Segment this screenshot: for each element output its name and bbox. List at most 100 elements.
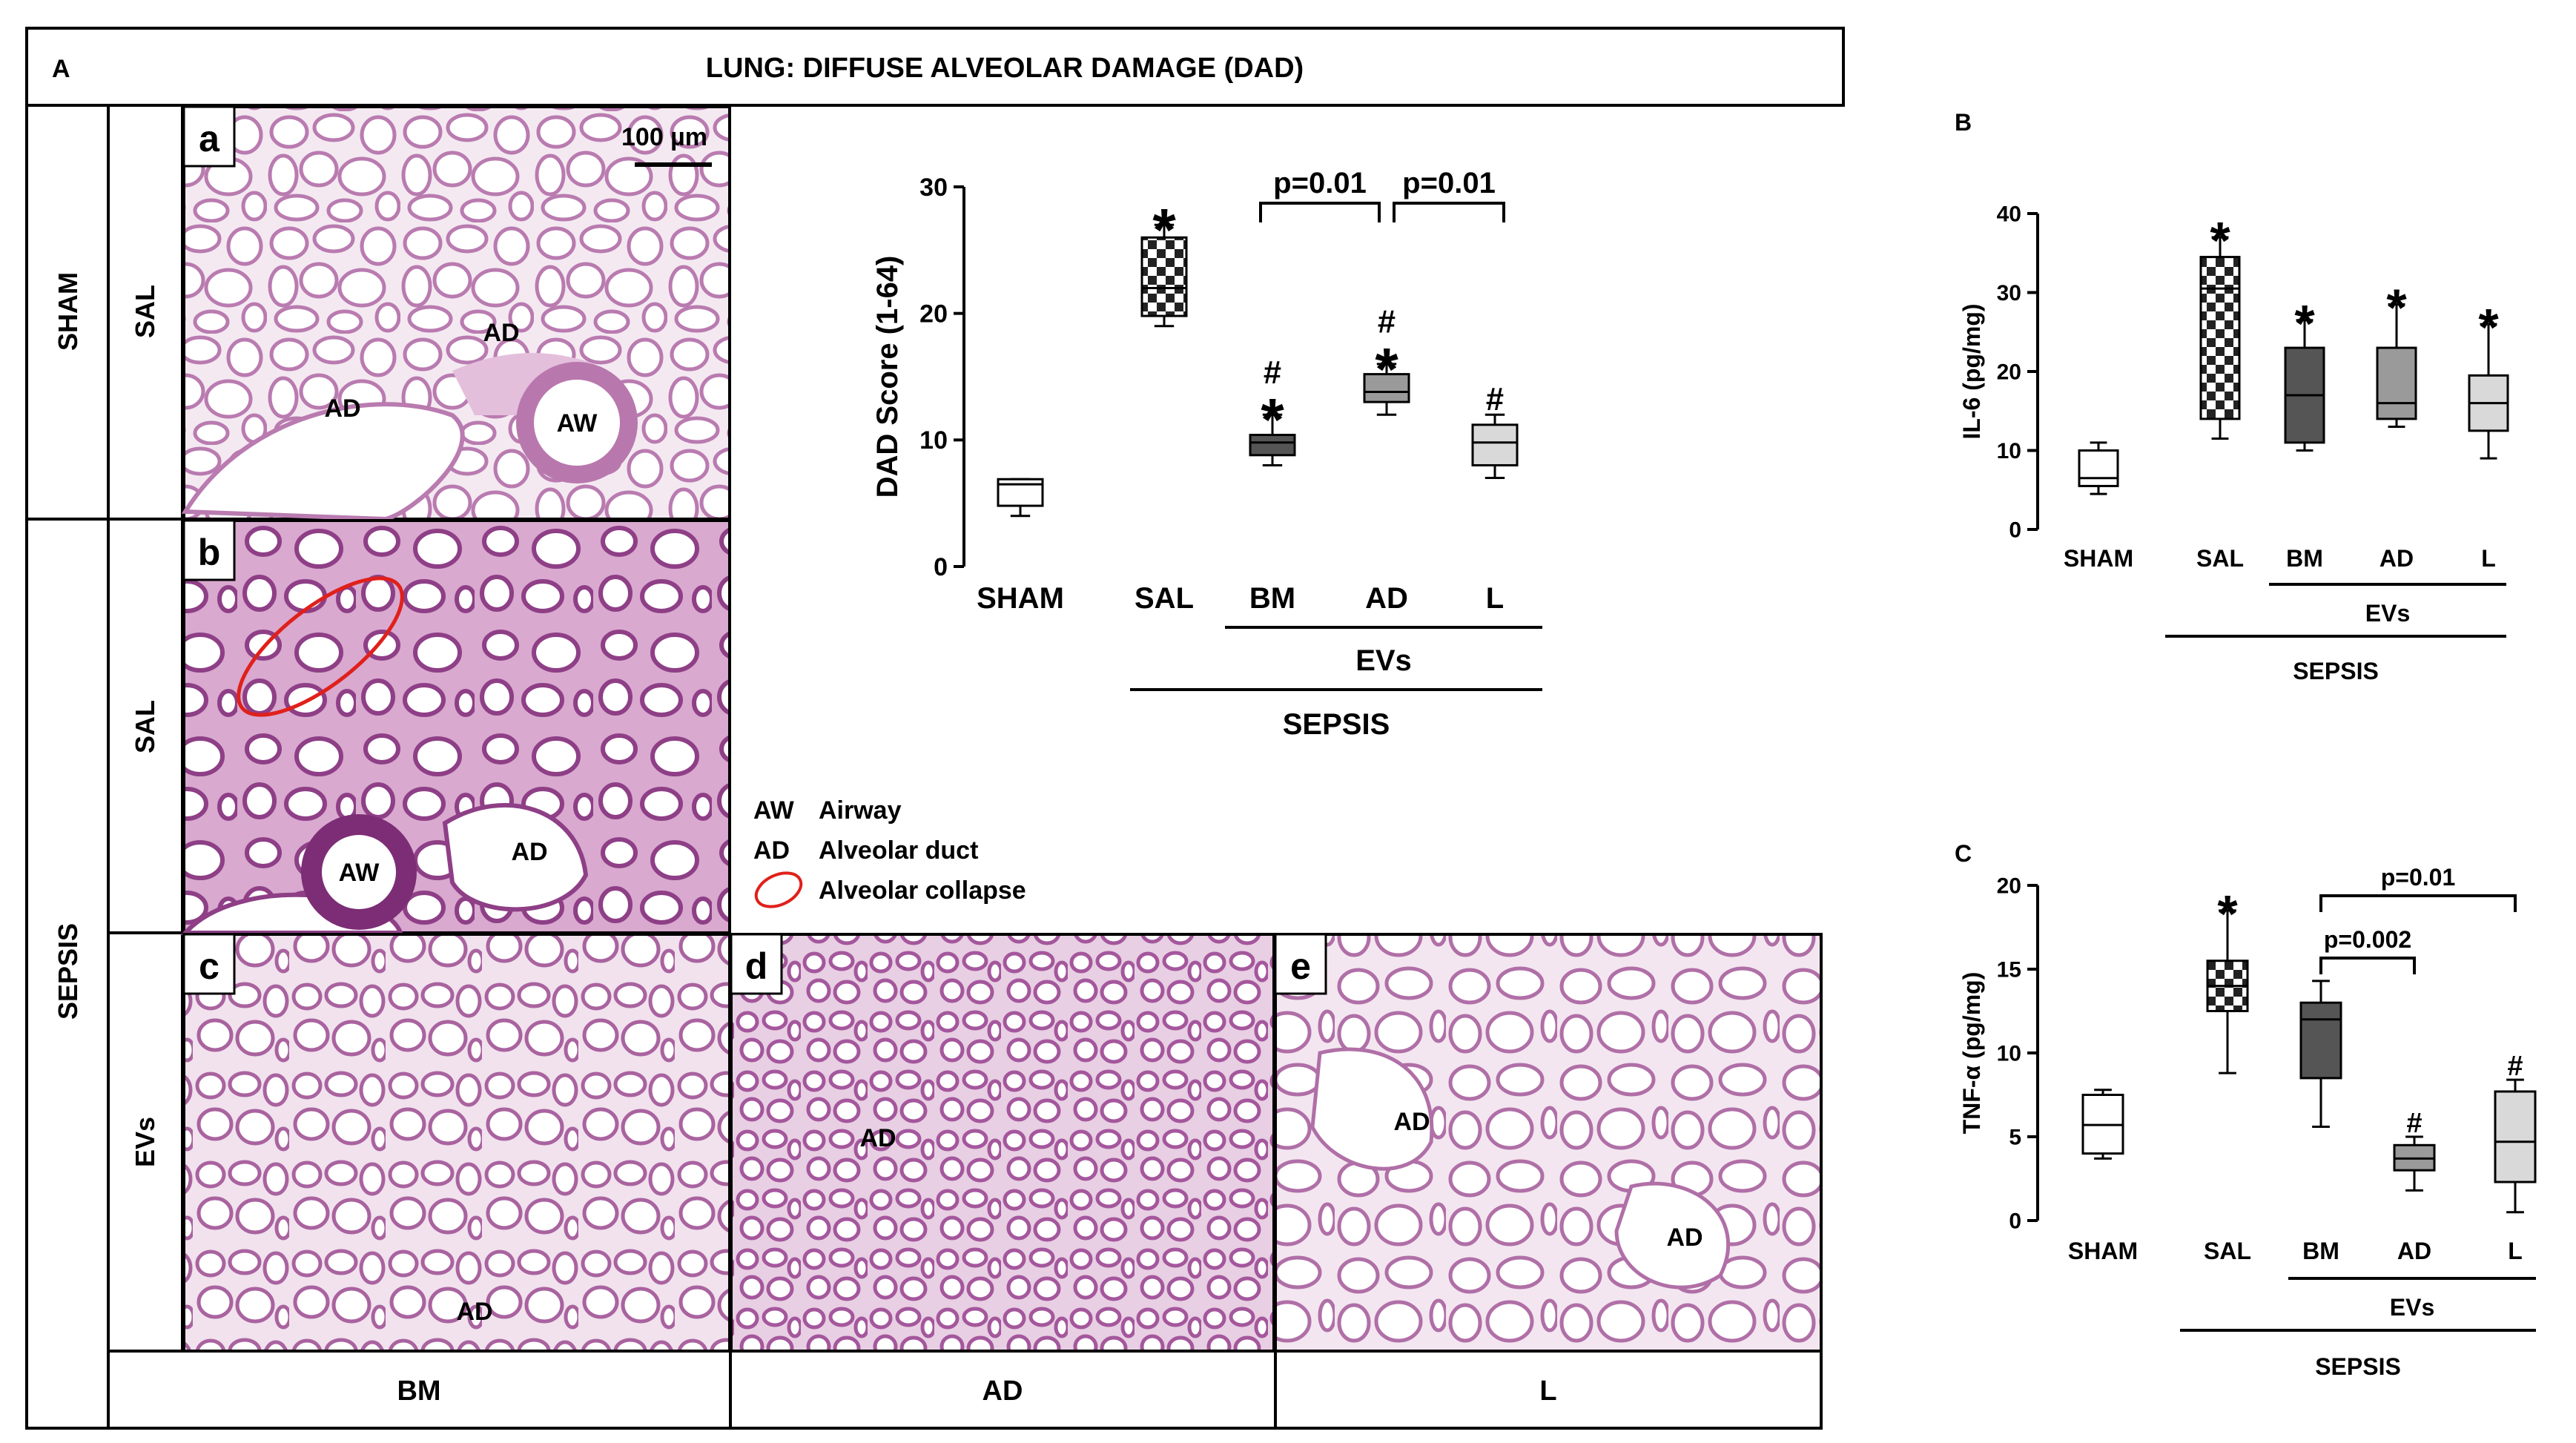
micrograph-a: a 100 µm AD AD AW <box>181 105 731 522</box>
chart-il6: 0 10 20 30 40 IL-6 (pg/mg) SHAM * SAL * BM * AD * L EVs… <box>1958 202 2509 684</box>
significance-hash: # <box>1264 355 1281 391</box>
significance-hash: # <box>2406 1108 2422 1139</box>
sub-row-label-sepsis-sal: SAL <box>130 700 160 753</box>
significance-star: * <box>1152 197 1176 264</box>
y-tick-label: 0 <box>2009 1209 2021 1234</box>
legend: AW Airway AD Alveolar duct Alveolar coll… <box>753 796 1026 908</box>
x-tick-label: SAL <box>2196 545 2244 572</box>
significance-star: * <box>2478 298 2499 357</box>
y-tick-label: 30 <box>919 174 948 202</box>
box-ad <box>1363 373 1410 403</box>
group-label-sepsis: SEPSIS <box>2293 658 2379 684</box>
micrograph-b: b AW AD <box>180 519 731 935</box>
box-sal <box>1140 236 1188 317</box>
micrograph-a-label-3: AW <box>557 409 598 437</box>
x-tick-label: BM <box>2302 1238 2339 1264</box>
legend-abbr-aw: AW <box>753 796 795 825</box>
comparison-bracket <box>1259 202 1381 222</box>
micrograph-a-label-1: AD <box>324 394 360 423</box>
row-label-sham: SHAM <box>53 272 83 351</box>
panel-c-letter: C <box>1955 840 1972 867</box>
x-tick-label: BM <box>1249 582 1295 615</box>
x-tick-label: L <box>1486 582 1504 615</box>
x-tick-label: SAL <box>1135 582 1194 615</box>
comparison-bracket <box>1393 202 1505 222</box>
box-ad <box>2376 346 2417 420</box>
significance-star: * <box>2217 885 2238 943</box>
significance-star: * <box>2386 278 2407 337</box>
legend-text-airway: Airway <box>819 796 902 825</box>
x-tick-label: SHAM <box>977 582 1064 615</box>
panel-a-title: LUNG: DIFFUSE ALVEOLAR DAMAGE (DAD) <box>706 53 1304 84</box>
y-axis-label: IL-6 (pg/mg) <box>1958 303 1985 439</box>
y-tick-label: 15 <box>1997 958 2021 983</box>
sub-row-label-sham-sal: SAL <box>130 285 160 338</box>
micrograph-e-label-2: AD <box>1666 1224 1703 1252</box>
box-bm <box>1249 434 1296 457</box>
y-tick-label: 40 <box>1997 202 2021 227</box>
comparison-bracket <box>2319 894 2517 912</box>
micrograph-d: d AD <box>730 933 1275 1353</box>
micrograph-c-letter: c <box>199 945 219 987</box>
significance-hash: # <box>1378 305 1396 340</box>
micrograph-a-letter: a <box>199 118 220 159</box>
comparison-p-value: p=0.01 <box>1402 167 1496 199</box>
x-tick-label: AD <box>2397 1238 2431 1264</box>
row-label-sepsis: SEPSIS <box>53 923 83 1020</box>
significance-hash: # <box>1486 382 1504 417</box>
y-tick-label: 5 <box>2009 1126 2021 1150</box>
legend-text-alveolar-collapse: Alveolar collapse <box>819 876 1026 905</box>
y-tick-label: 20 <box>1997 874 2021 899</box>
y-tick-label: 0 <box>2009 518 2021 543</box>
micrograph-a-label-2: AD <box>483 319 519 347</box>
scale-bar-label: 100 µm <box>621 123 707 151</box>
y-tick-label: 10 <box>919 426 948 455</box>
micrograph-c-label-1: AD <box>456 1298 492 1326</box>
column-label-bm: BM <box>397 1376 440 1407</box>
x-tick-label: SHAM <box>2068 1238 2138 1264</box>
y-tick-label: 10 <box>1997 439 2021 463</box>
x-tick-label: L <box>2481 545 2496 572</box>
x-tick-label: BM <box>2286 545 2323 572</box>
group-label-sepsis: SEPSIS <box>2315 1353 2401 1380</box>
comparison-p-value: p=0.01 <box>1273 167 1367 199</box>
x-tick-label: L <box>2508 1238 2523 1264</box>
y-tick-label: 30 <box>1997 281 2021 306</box>
y-tick-label: 20 <box>919 300 948 328</box>
y-tick-label: 20 <box>1997 360 2021 385</box>
significance-star: * <box>2210 211 2230 270</box>
panel-a-letter: A <box>52 55 70 83</box>
box-sal <box>2199 256 2241 420</box>
legend-text-alveolar-duct: Alveolar duct <box>819 836 978 865</box>
chart-tnf: 0 5 10 15 20 TNF-α (pg/mg) SHAM * SAL BM # AD # L EVs S… <box>1958 864 2537 1380</box>
group-label-evs: EVs <box>2365 600 2410 627</box>
y-axis-label: TNF-α (pg/mg) <box>1958 972 1985 1135</box>
column-label-l: L <box>1539 1376 1556 1407</box>
comparison-p-value: p=0.01 <box>2381 864 2456 891</box>
panel-b-letter: B <box>1955 109 1972 136</box>
comparison-bracket <box>2319 957 2416 974</box>
legend-red-ellipse-icon <box>754 871 803 908</box>
micrograph-b-letter: b <box>198 532 221 573</box>
box-l <box>1471 423 1519 466</box>
significance-hash: # <box>2507 1051 2523 1082</box>
box-sham <box>2078 449 2119 487</box>
micrograph-e-letter: e <box>1290 945 1311 987</box>
x-tick-label: AD <box>1365 582 1408 615</box>
box-bm <box>2299 1001 2342 1080</box>
x-tick-label: AD <box>2380 545 2414 572</box>
legend-abbr-ad: AD <box>753 836 790 865</box>
micrograph-e-label-1: AD <box>1393 1108 1430 1136</box>
micrograph-e: e AD AD <box>1274 933 1823 1353</box>
group-label-sepsis: SEPSIS <box>1283 708 1390 741</box>
group-label-evs: EVs <box>1355 644 1412 677</box>
micrograph-c: c AD <box>182 933 731 1353</box>
micrograph-b-label-2: AD <box>511 838 547 866</box>
micrograph-b-label-1: AW <box>339 859 380 887</box>
micrograph-d-label-1: AD <box>859 1124 896 1152</box>
x-tick-label: SHAM <box>2064 545 2133 572</box>
group-label-evs: EVs <box>2390 1294 2434 1321</box>
significance-star: * <box>1375 336 1398 403</box>
